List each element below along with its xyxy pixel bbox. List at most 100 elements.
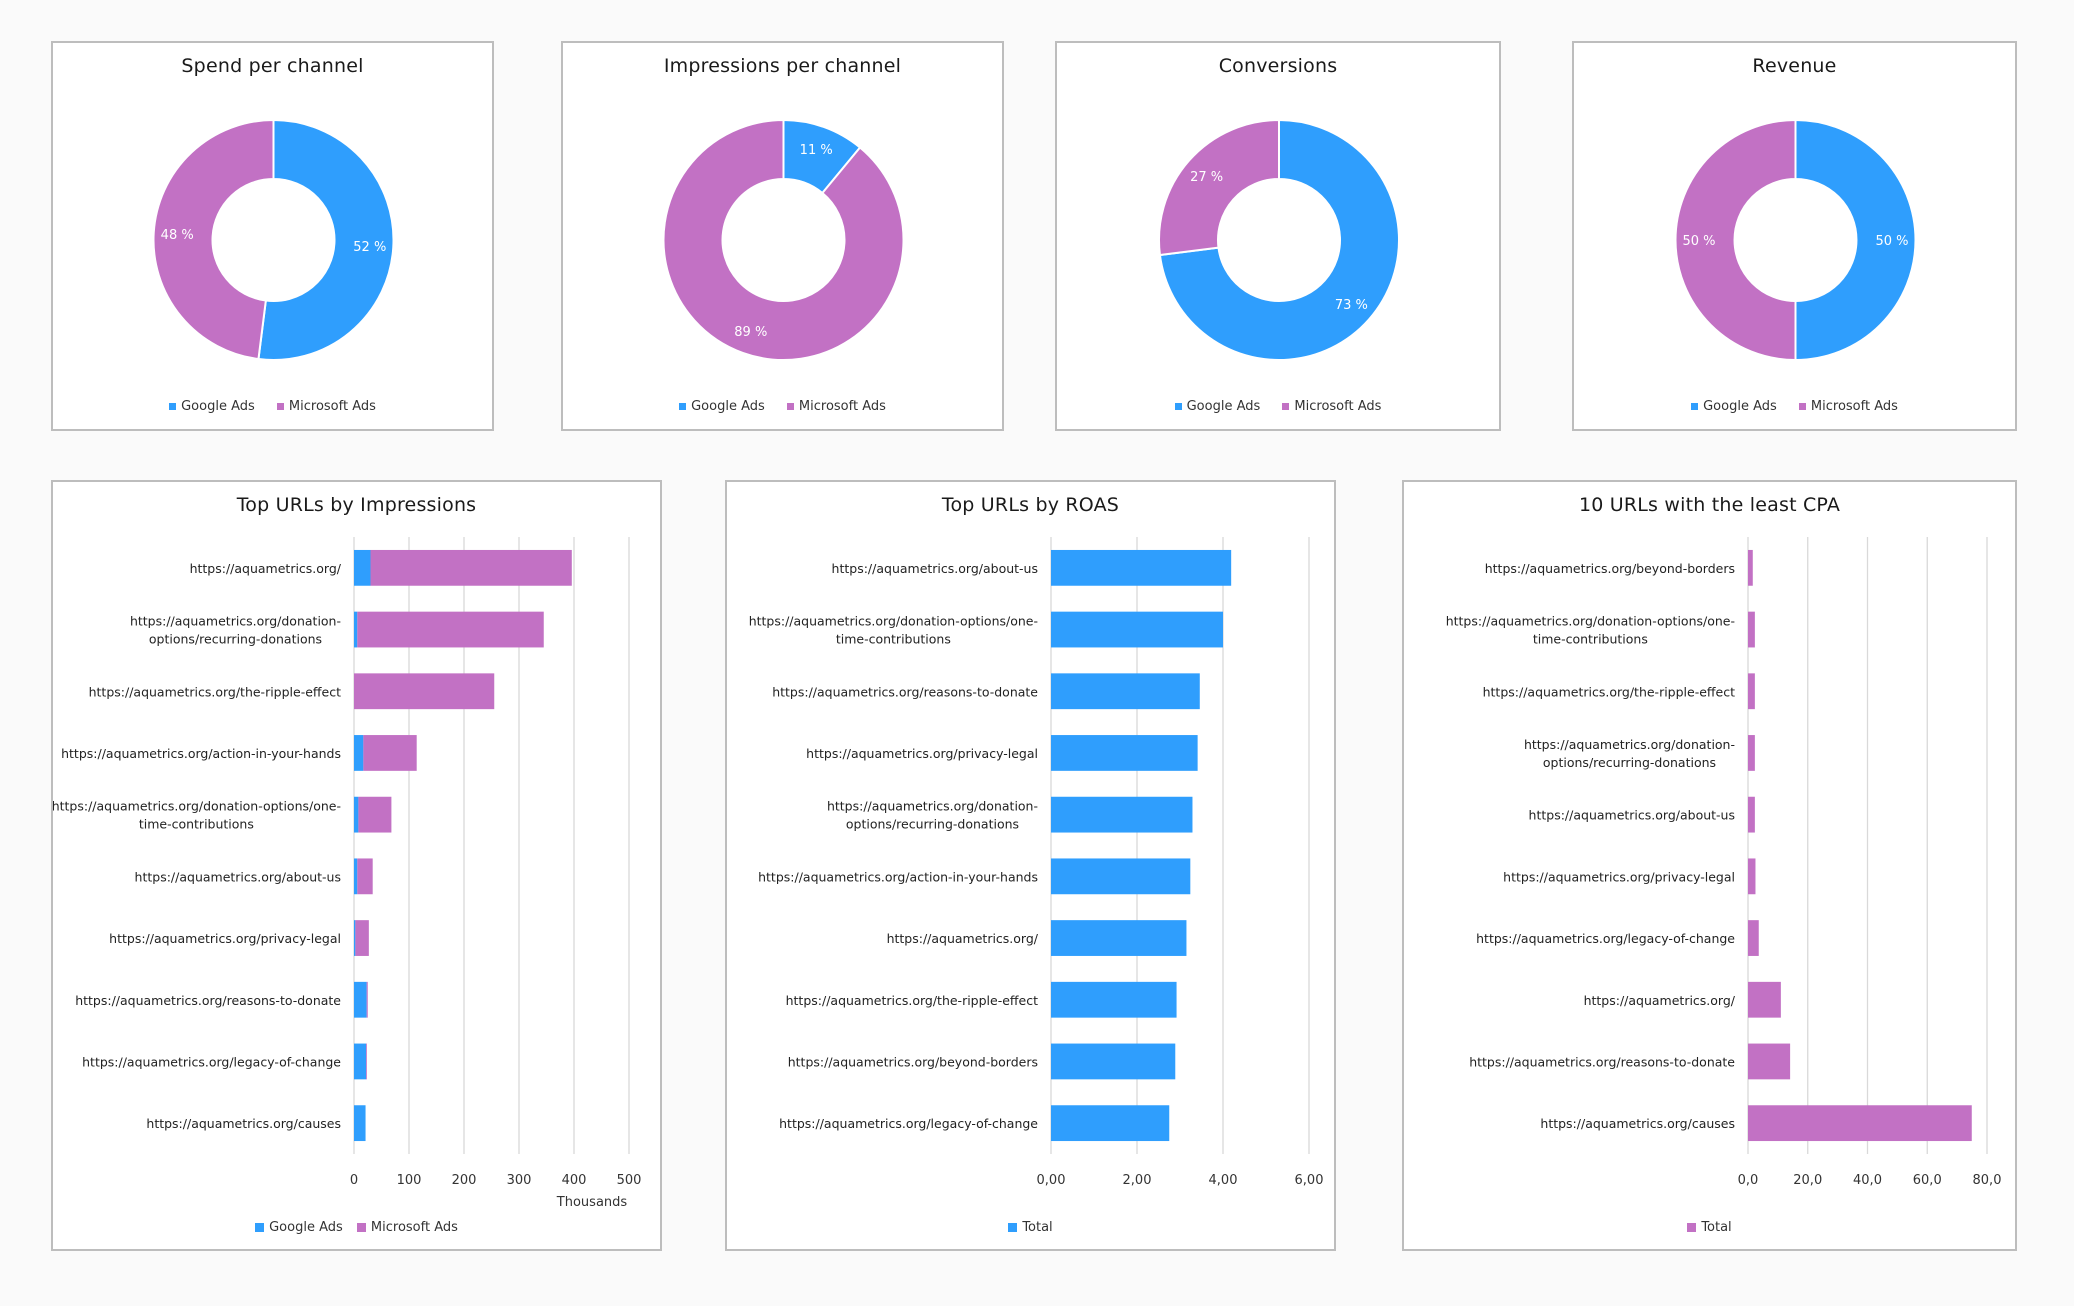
data-label: 50 % [1682,234,1715,249]
x-tick-label: 80,0 [1973,1173,2002,1188]
bar-google-ads[interactable] [354,549,371,586]
y-category-label: https://aquametrics.org/legacy-of-change [779,1116,1038,1131]
bar-total[interactable] [1051,858,1191,895]
bar-total[interactable] [1051,673,1200,710]
spend-per-channel-card: Spend per channel 52 % 48 % Google Ads Mi… [51,41,494,431]
bar-microsoft-ads[interactable] [354,673,495,710]
legend-label: Google Ads [1703,399,1777,414]
y-category-label: https://aquametrics.org/privacy-legal [806,746,1038,761]
chart-legend: Total [1404,1220,2015,1236]
legend-swatch-icon [1008,1223,1018,1232]
bar-google-ads[interactable] [354,611,358,648]
legend-item-google-ads[interactable]: Google Ads [1174,399,1260,414]
bar-microsoft-ads[interactable] [357,858,373,895]
y-category-label: https://aquametrics.org/reasons-to-donat… [772,684,1038,699]
bar-total[interactable] [1051,796,1193,833]
legend-item-google-ads[interactable]: Google Ads [679,399,765,414]
conversions-card: Conversions 73 % 27 % Google Ads Microsof… [1055,41,1501,431]
x-tick-label: 6,00 [1295,1173,1324,1188]
x-tick-label: 100 [397,1173,422,1188]
bar-total[interactable] [1748,735,1755,771]
bar-total[interactable] [1748,1105,1972,1142]
chart-legend: Google Ads Microsoft Ads [53,1220,660,1236]
legend-swatch-icon [356,1223,366,1232]
bar-google-ads[interactable] [354,796,359,833]
bar-microsoft-ads[interactable] [357,611,544,648]
donut-slice-microsoft-ads[interactable] [152,118,275,361]
bar-google-ads[interactable] [354,920,356,956]
legend-label: Microsoft Ads [798,399,886,414]
bar-total[interactable] [1748,549,1753,586]
bar-total[interactable] [1051,611,1223,648]
bar-microsoft-ads[interactable] [366,981,368,1018]
donut-slice-google-ads[interactable] [257,118,395,361]
x-tick-label: 200 [452,1173,477,1188]
legend-label: Microsoft Ads [370,1220,458,1235]
legend-item-microsoft-ads[interactable]: Microsoft Ads [356,1220,458,1235]
legend-swatch-icon [1691,403,1699,410]
bar-total[interactable] [1748,1043,1791,1080]
bar-total[interactable] [1051,981,1177,1018]
chart-title: Conversions [1218,55,1338,77]
bar-total[interactable] [1748,796,1755,833]
legend-swatch-icon [169,403,177,410]
bar-total[interactable] [1748,611,1755,648]
donut-slice-google-ads[interactable] [1158,118,1400,361]
legend-item-google-ads[interactable]: Google Ads [255,1220,343,1235]
legend-item-microsoft-ads[interactable]: Microsoft Ads [786,399,886,414]
legend-item-total[interactable]: Total [1008,1220,1053,1235]
donut-chart: 50 % 50 % [1674,118,1917,362]
bar-microsoft-ads[interactable] [363,735,417,771]
impressions-per-channel-card: Impressions per channel 11 % 89 % Google … [561,41,1004,431]
y-category-label: https://aquametrics.org/donation-options… [1524,737,1735,770]
chart-title: Top URLs by ROAS [941,494,1120,516]
bar-google-ads[interactable] [354,735,364,771]
bar-total[interactable] [1051,735,1198,771]
legend-item-google-ads[interactable]: Google Ads [1691,399,1777,414]
legend-label: Total [1701,1220,1732,1235]
bar-total[interactable] [1051,1105,1170,1142]
x-tick-label: 40,0 [1853,1173,1882,1188]
chart-title: 10 URLs with the least CPA [1578,494,1841,516]
y-category-label: https://aquametrics.org/about-us [832,561,1038,576]
bar-microsoft-ads[interactable] [355,920,369,956]
bar-microsoft-ads[interactable] [370,549,572,586]
bar-google-ads[interactable] [354,858,358,895]
y-category-label: https://aquametrics.org/ [887,931,1039,946]
bar-google-ads[interactable] [354,1105,366,1142]
legend-item-microsoft-ads[interactable]: Microsoft Ads [1282,399,1381,414]
bar-total[interactable] [1051,920,1187,956]
bar-total[interactable] [1748,981,1781,1018]
legend-item-google-ads[interactable]: Google Ads [169,399,255,414]
legend-item-total[interactable]: Total [1687,1220,1732,1235]
legend-item-microsoft-ads[interactable]: Microsoft Ads [1798,399,1898,414]
chart-legend: Total [727,1220,1334,1236]
legend-swatch-icon [786,403,794,410]
bar-google-ads[interactable] [354,1043,367,1080]
donut-slice-microsoft-ads[interactable] [1674,118,1797,362]
y-category-label: https://aquametrics.org/donation-options… [749,614,1038,647]
y-category-label: https://aquametrics.org/action-in-your-h… [758,869,1038,884]
bar-total[interactable] [1748,920,1759,956]
y-category-label: https://aquametrics.org/causes [1540,1116,1735,1131]
bar-chart: 0 100 200 300 400 500 Thousands https://aquamet… [53,537,641,1210]
y-category-label: https://aquametrics.org/reasons-to-donat… [75,993,341,1008]
donut-slice-microsoft-ads[interactable] [662,118,905,361]
legend-item-microsoft-ads[interactable]: Microsoft Ads [276,399,376,414]
legend-swatch-icon [1687,1223,1697,1232]
legend-label: Microsoft Ads [288,399,376,414]
bar-total[interactable] [1051,1043,1176,1080]
donut-slice-google-ads[interactable] [1794,118,1917,362]
bar-total[interactable] [1748,673,1755,710]
legend-swatch-icon [276,403,284,410]
bar-total[interactable] [1051,549,1232,586]
x-tick-label: 300 [507,1173,532,1188]
bar-microsoft-ads[interactable] [366,1043,367,1080]
legend-label: Total [1022,1220,1053,1235]
bar-total[interactable] [1748,858,1756,895]
y-category-label: https://aquametrics.org/donation-options… [130,614,341,647]
y-category-label: https://aquametrics.org/legacy-of-change [1476,931,1735,946]
bar-google-ads[interactable] [354,981,367,1018]
bar-microsoft-ads[interactable] [358,796,392,833]
donut-slice-microsoft-ads[interactable] [1158,118,1280,257]
